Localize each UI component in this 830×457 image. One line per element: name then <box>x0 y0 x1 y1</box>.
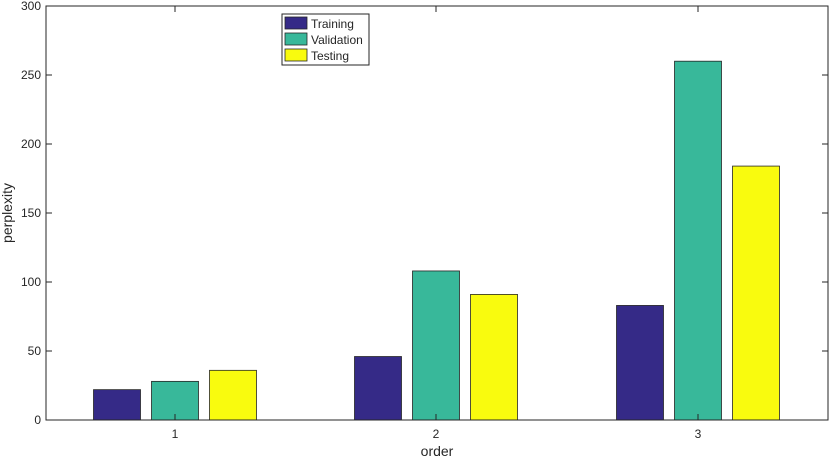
y-axis-label: perplexity <box>0 183 15 243</box>
y-tick-label: 200 <box>21 137 41 151</box>
legend-swatch-training <box>284 16 308 30</box>
bar-training-2 <box>354 356 402 421</box>
x-axis: 1 2 3 <box>172 6 702 441</box>
y-tick-label: 150 <box>21 206 41 220</box>
y-tick-label: 50 <box>28 344 42 358</box>
legend-label-testing: Testing <box>311 49 349 63</box>
y-axis: 0 50 100 150 200 250 300 <box>21 0 828 427</box>
bar-training-1 <box>93 389 141 421</box>
bar-validation-2 <box>412 270 460 421</box>
y-tick-label: 0 <box>34 413 41 427</box>
x-axis-label: order <box>421 443 454 457</box>
x-tick-label: 3 <box>695 427 702 441</box>
legend-swatch-validation <box>284 32 308 46</box>
x-tick-label: 1 <box>172 427 179 441</box>
legend-label-validation: Validation <box>311 33 363 47</box>
y-tick-label: 250 <box>21 68 41 82</box>
bar-validation-1 <box>151 380 199 421</box>
legend-swatch-testing <box>284 48 308 62</box>
bar-validation-3 <box>674 60 722 421</box>
bar-testing-3 <box>732 165 780 421</box>
x-tick-label: 2 <box>433 427 440 441</box>
bar-testing-2 <box>470 294 518 421</box>
y-tick-label: 100 <box>21 275 41 289</box>
y-tick-label: 300 <box>21 0 41 13</box>
legend-label-training: Training <box>311 17 354 31</box>
bar-training-3 <box>616 305 664 421</box>
bars-group <box>93 60 780 421</box>
legend: Training Validation Testing <box>281 13 370 66</box>
bar-testing-1 <box>209 369 257 421</box>
